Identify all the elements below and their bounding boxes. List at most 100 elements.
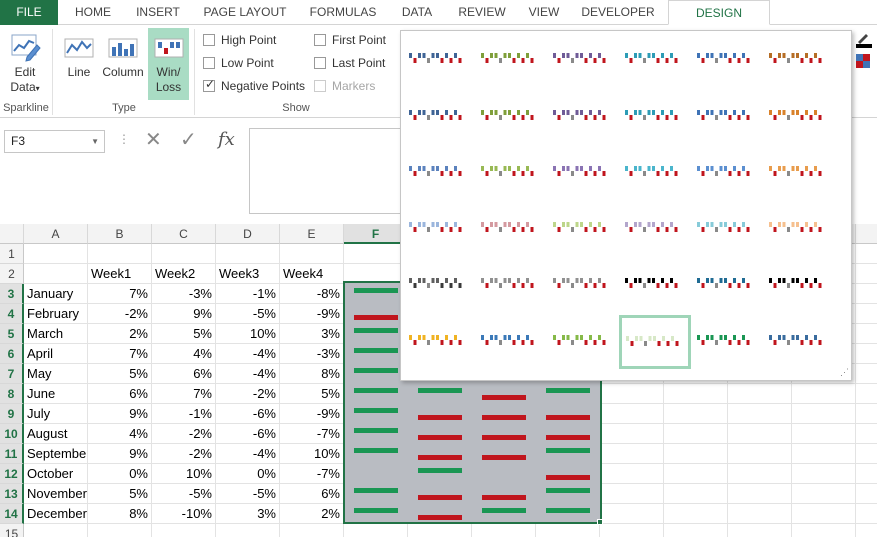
grid-cell[interactable] — [856, 264, 877, 284]
grid-cell[interactable] — [600, 444, 664, 464]
sparkline-style-swatch[interactable] — [409, 331, 467, 351]
grid-cell[interactable] — [664, 464, 728, 484]
sparkline-style-swatch[interactable] — [553, 49, 611, 69]
value-cell[interactable]: -8% — [280, 284, 344, 304]
column-header[interactable]: F — [344, 224, 408, 244]
high-point-checkbox[interactable]: High Point — [203, 33, 276, 49]
value-cell[interactable]: 5% — [88, 364, 152, 384]
grid-cell[interactable] — [728, 384, 792, 404]
value-cell[interactable]: -7% — [280, 424, 344, 444]
value-cell[interactable]: -3% — [280, 344, 344, 364]
grid-cell[interactable] — [856, 244, 877, 264]
sparkline-style-swatch[interactable] — [481, 162, 539, 182]
select-all-corner[interactable] — [0, 224, 24, 244]
sparkline-style-swatch[interactable] — [697, 274, 755, 294]
grid-cell[interactable] — [792, 384, 856, 404]
grid-cell[interactable] — [856, 384, 877, 404]
value-cell[interactable]: 10% — [152, 464, 216, 484]
row-header[interactable]: 11 — [0, 444, 24, 464]
grid-cell[interactable] — [856, 324, 877, 344]
value-cell[interactable]: 0% — [216, 464, 280, 484]
value-cell[interactable]: 5% — [152, 324, 216, 344]
line-type-button[interactable]: Line — [60, 31, 98, 80]
grid-cell[interactable] — [728, 464, 792, 484]
grid-cell[interactable] — [600, 524, 664, 537]
month-cell[interactable]: March — [24, 324, 88, 344]
grid-cell[interactable] — [152, 524, 216, 537]
column-header[interactable]: B — [88, 224, 152, 244]
month-cell[interactable]: January — [24, 284, 88, 304]
grid-cell[interactable] — [664, 424, 728, 444]
grid-cell[interactable] — [856, 424, 877, 444]
grid-cell[interactable] — [24, 264, 88, 284]
tab-design[interactable]: DESIGN — [668, 0, 770, 25]
sparkline-style-swatch[interactable] — [619, 315, 691, 369]
value-cell[interactable]: -4% — [216, 344, 280, 364]
sparkline-style-swatch[interactable] — [409, 274, 467, 294]
column-header[interactable]: C — [152, 224, 216, 244]
column-header[interactable]: A — [24, 224, 88, 244]
sparkline-style-swatch[interactable] — [553, 274, 611, 294]
month-cell[interactable]: August — [24, 424, 88, 444]
tab-home[interactable]: HOME — [75, 5, 111, 19]
sparkline-style-swatch[interactable] — [625, 218, 683, 238]
value-cell[interactable]: 7% — [88, 344, 152, 364]
grid-cell[interactable] — [600, 504, 664, 524]
grid-cell[interactable] — [792, 424, 856, 444]
grid-cell[interactable] — [792, 484, 856, 504]
column-header[interactable]: D — [216, 224, 280, 244]
sparkline-style-swatch[interactable] — [553, 331, 611, 351]
value-cell[interactable]: 9% — [88, 444, 152, 464]
sparkline-style-swatch[interactable] — [481, 49, 539, 69]
grid-cell[interactable] — [856, 464, 877, 484]
grid-cell[interactable] — [728, 524, 792, 537]
sparkline-style-swatch[interactable] — [769, 218, 827, 238]
sparkline-style-swatch[interactable] — [769, 274, 827, 294]
value-cell[interactable]: -5% — [216, 304, 280, 324]
grid-cell[interactable] — [664, 384, 728, 404]
row-header[interactable]: 10 — [0, 424, 24, 444]
value-cell[interactable]: -6% — [216, 424, 280, 444]
sparkline-style-swatch[interactable] — [553, 162, 611, 182]
grid-cell[interactable] — [152, 244, 216, 264]
sparkline-style-swatch[interactable] — [409, 49, 467, 69]
column-type-button[interactable]: Column — [100, 31, 146, 80]
row-header[interactable]: 4 — [0, 304, 24, 324]
row-header[interactable]: 1 — [0, 244, 24, 264]
fill-handle[interactable] — [597, 519, 603, 525]
header-cell[interactable]: Week3 — [216, 264, 280, 284]
grid-cell[interactable] — [88, 244, 152, 264]
column-header[interactable] — [856, 224, 877, 244]
tab-formulas[interactable]: FORMULAS — [309, 5, 377, 19]
value-cell[interactable]: -6% — [216, 404, 280, 424]
tab-review[interactable]: REVIEW — [458, 5, 506, 19]
sparkline-style-swatch[interactable] — [625, 49, 683, 69]
month-cell[interactable]: July — [24, 404, 88, 424]
grid-cell[interactable] — [792, 504, 856, 524]
sparkline-style-swatch[interactable] — [697, 331, 755, 351]
grid-cell[interactable] — [728, 444, 792, 464]
low-point-checkbox[interactable]: Low Point — [203, 56, 274, 72]
value-cell[interactable]: -9% — [280, 404, 344, 424]
value-cell[interactable]: 7% — [152, 384, 216, 404]
grid-cell[interactable] — [792, 524, 856, 537]
sparkline-style-swatch[interactable] — [769, 331, 827, 351]
value-cell[interactable]: -5% — [152, 484, 216, 504]
grid-cell[interactable] — [344, 244, 408, 264]
month-cell[interactable]: September — [24, 444, 88, 464]
value-cell[interactable]: 8% — [88, 504, 152, 524]
sparkline-style-swatch[interactable] — [697, 49, 755, 69]
value-cell[interactable]: -4% — [216, 444, 280, 464]
row-header[interactable]: 13 — [0, 484, 24, 504]
grid-cell[interactable] — [664, 504, 728, 524]
value-cell[interactable]: 4% — [152, 344, 216, 364]
sparkline-style-swatch[interactable] — [625, 274, 683, 294]
row-header[interactable]: 12 — [0, 464, 24, 484]
grid-cell[interactable] — [856, 284, 877, 304]
header-cell[interactable]: Week2 — [152, 264, 216, 284]
grid-cell[interactable] — [728, 424, 792, 444]
row-header[interactable]: 15 — [0, 524, 24, 537]
sparkline-style-swatch[interactable] — [409, 218, 467, 238]
sparkline-style-swatch[interactable] — [409, 106, 467, 126]
grid-cell[interactable] — [24, 524, 88, 537]
